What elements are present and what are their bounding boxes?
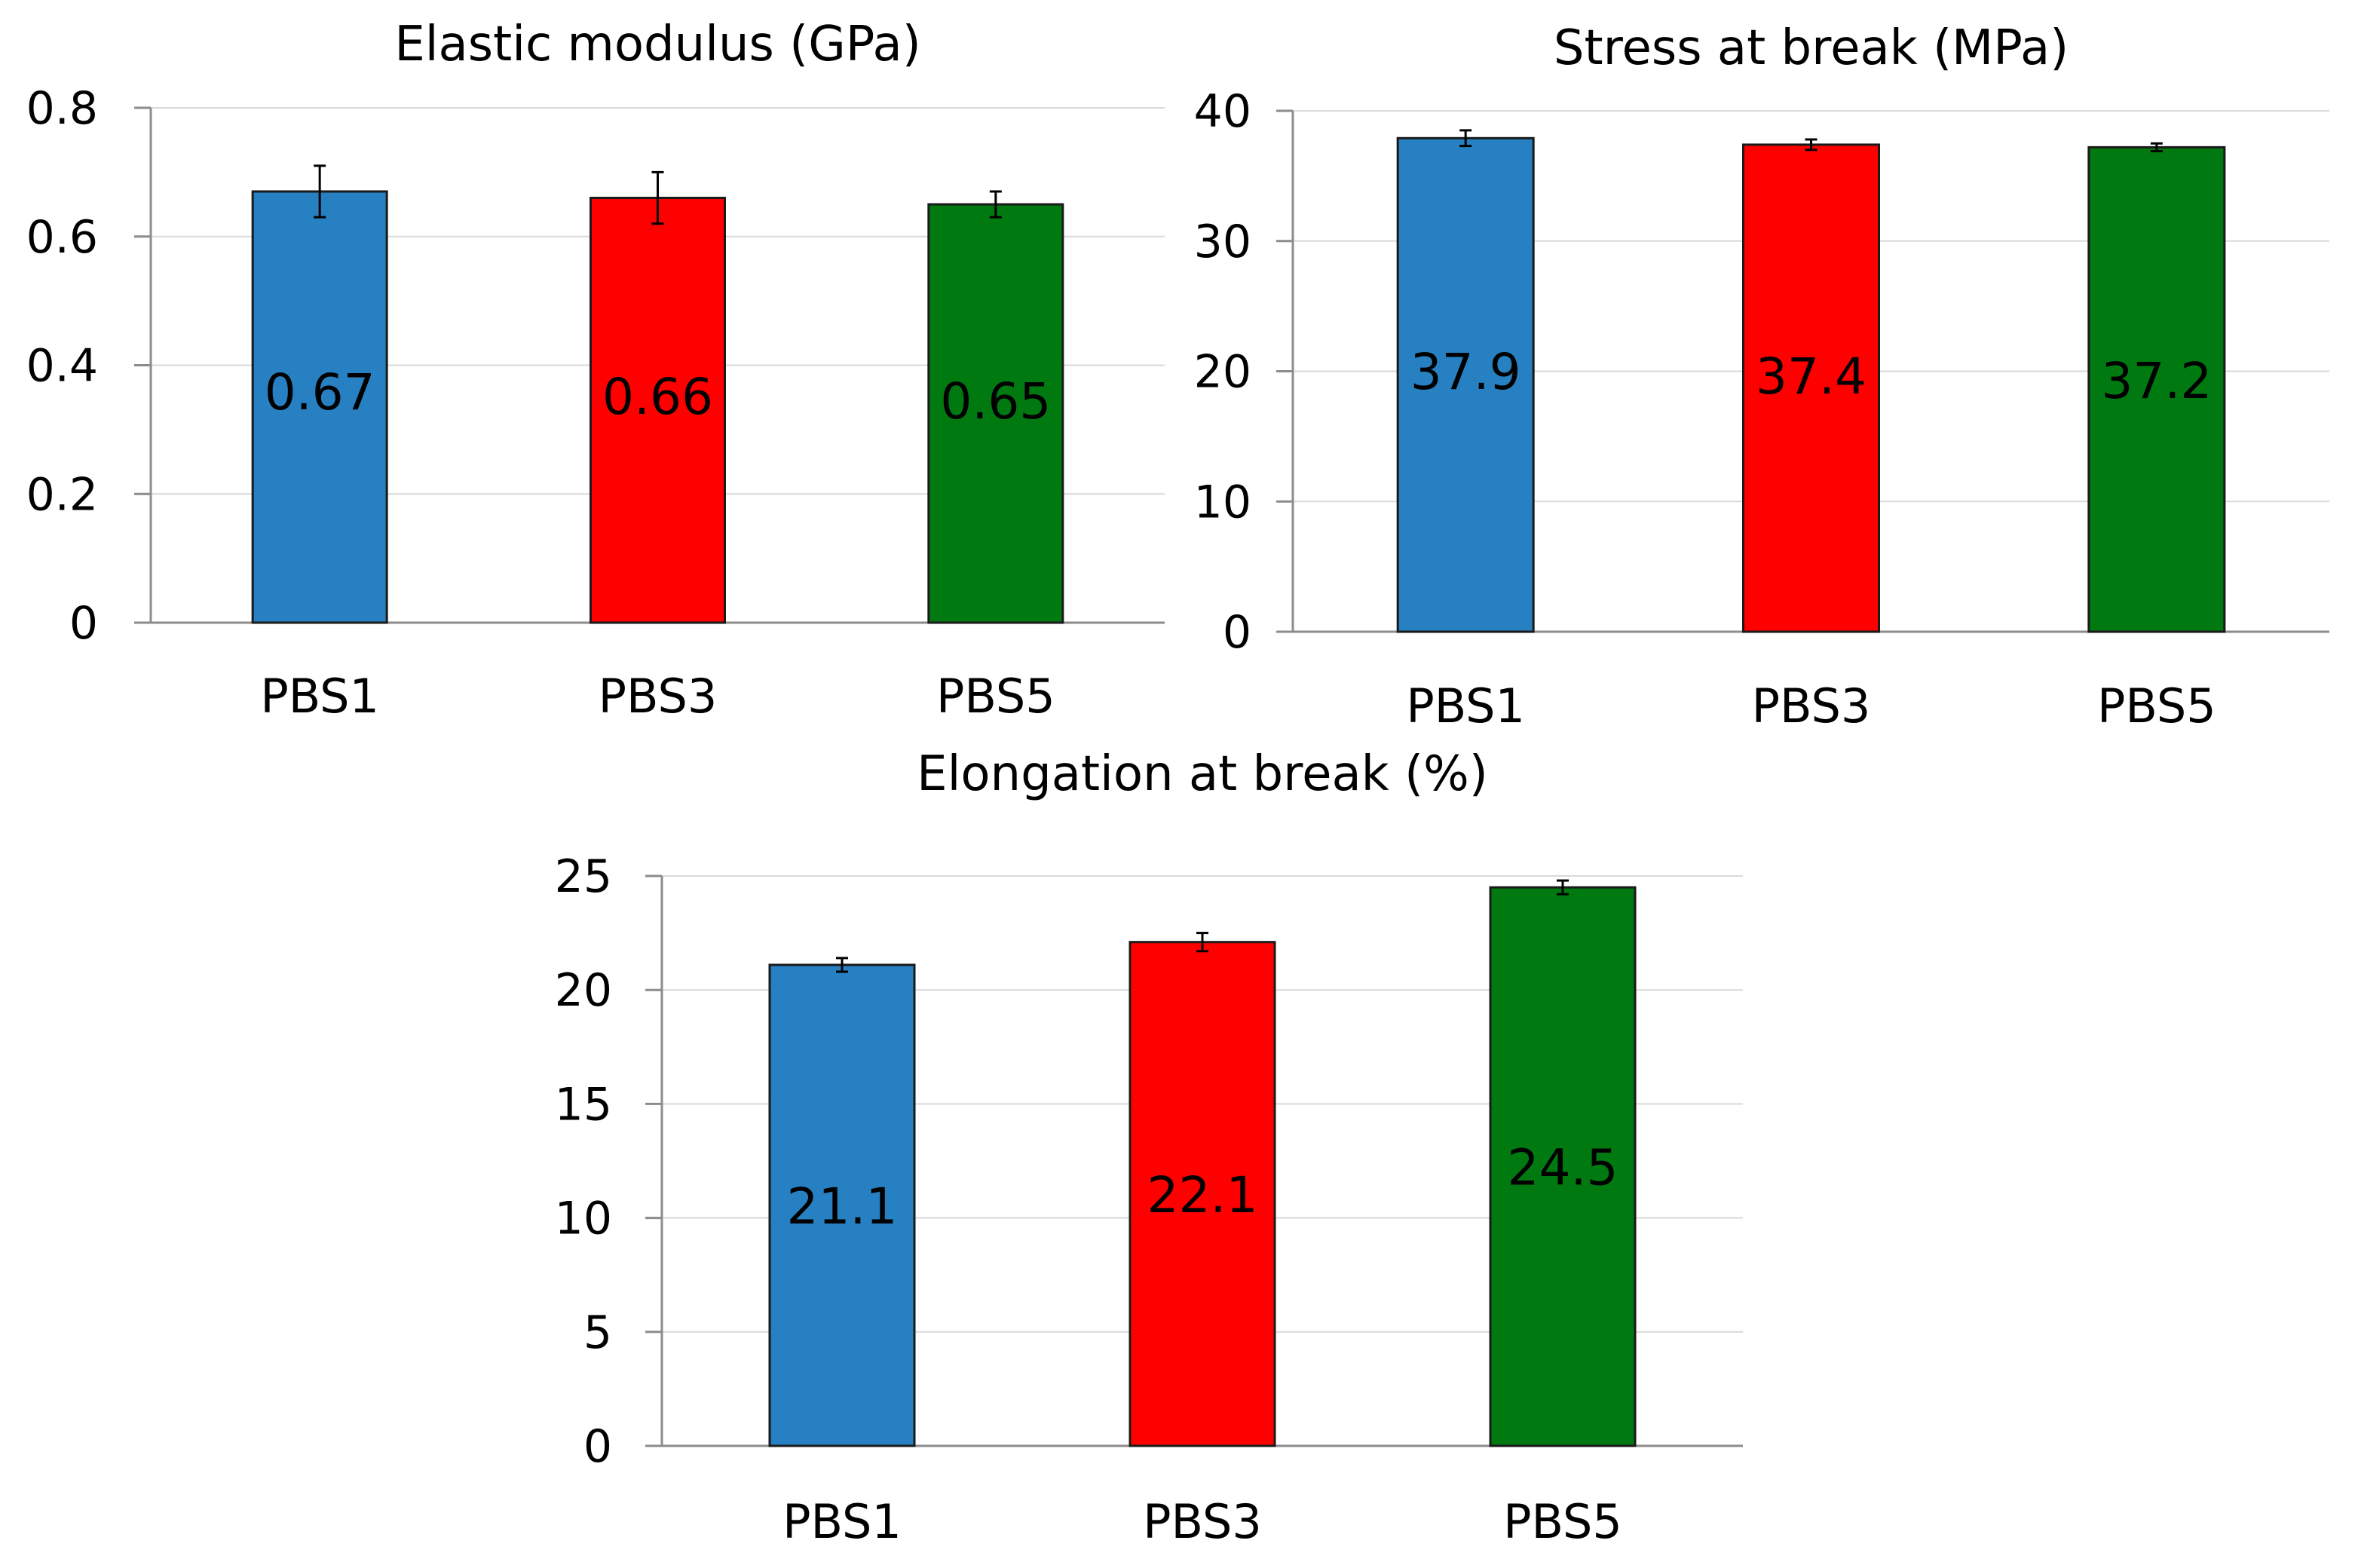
chart2-ytick-label: 30 [1194, 216, 1251, 268]
chart1-xtick-label-pbs5: PBS5 [936, 669, 1055, 724]
chart1-bar-pbs5 [927, 203, 1064, 624]
chart2-ytick-label: 20 [1194, 346, 1251, 399]
chart3-title: Elongation at break (%) [917, 746, 1488, 802]
chart1-xtick-label-pbs1: PBS1 [260, 669, 379, 724]
chart2-ytick-label: 10 [1194, 476, 1251, 528]
chart3-data-label-pbs5: 24.5 [1508, 1139, 1618, 1197]
chart2-ytick-label: 0 [1223, 606, 1251, 659]
chart1-xtick-label-pbs3: PBS3 [599, 669, 718, 724]
chart3-bar-pbs3 [1129, 941, 1276, 1447]
chart1-data-label-pbs5: 0.65 [940, 372, 1051, 430]
chart1-ytick-label: 0.8 [26, 82, 98, 135]
chart2-bar-pbs3 [1742, 143, 1880, 633]
chart3-data-label-pbs1: 21.1 [787, 1178, 898, 1236]
chart1-ytick-label: 0 [69, 597, 98, 650]
chart1-ytick-label: 0.2 [26, 468, 98, 521]
chart1-bar-pbs1 [251, 190, 388, 624]
chart3-bar-pbs5 [1489, 886, 1637, 1447]
chart3-ytick-label: 20 [555, 964, 612, 1017]
chart2-data-label-pbs1: 37.9 [1410, 343, 1521, 401]
chart3-xtick-label-pbs1: PBS1 [782, 1494, 902, 1549]
chart3-data-label-pbs3: 22.1 [1147, 1166, 1258, 1224]
chart3-xtick-label-pbs3: PBS3 [1143, 1494, 1262, 1549]
chart2-xtick-label-pbs5: PBS5 [2097, 678, 2216, 733]
chart3-ytick-label: 10 [555, 1193, 612, 1245]
chart1-bar-pbs3 [590, 197, 726, 624]
chart3-xtick-label-pbs5: PBS5 [1503, 1494, 1622, 1549]
chart3-ytick-label: 0 [583, 1420, 612, 1473]
chart2-bar-pbs1 [1396, 136, 1535, 633]
chart2-data-label-pbs3: 37.4 [1756, 348, 1867, 406]
chart2-title: Stress at break (MPa) [1554, 20, 2069, 76]
chart3-ytick-label: 5 [583, 1306, 612, 1359]
chart1-data-label-pbs1: 0.67 [265, 363, 375, 421]
chart3-ytick-label: 25 [555, 850, 612, 903]
chart1-title: Elastic modulus (GPa) [394, 17, 920, 72]
chart3-bar-pbs1 [768, 963, 916, 1447]
chart1-data-label-pbs3: 0.66 [602, 368, 713, 426]
chart2-xtick-label-pbs1: PBS1 [1406, 678, 1525, 733]
chart2-xtick-label-pbs3: PBS3 [1752, 678, 1871, 733]
chart1-ytick-label: 0.4 [26, 340, 98, 393]
chart1-ytick-label: 0.6 [26, 211, 98, 264]
chart2-data-label-pbs5: 37.2 [2101, 352, 2212, 410]
chart3-ytick-label: 15 [555, 1078, 612, 1131]
chart2-bar-pbs5 [2087, 145, 2226, 633]
chart2-ytick-label: 40 [1194, 85, 1251, 138]
